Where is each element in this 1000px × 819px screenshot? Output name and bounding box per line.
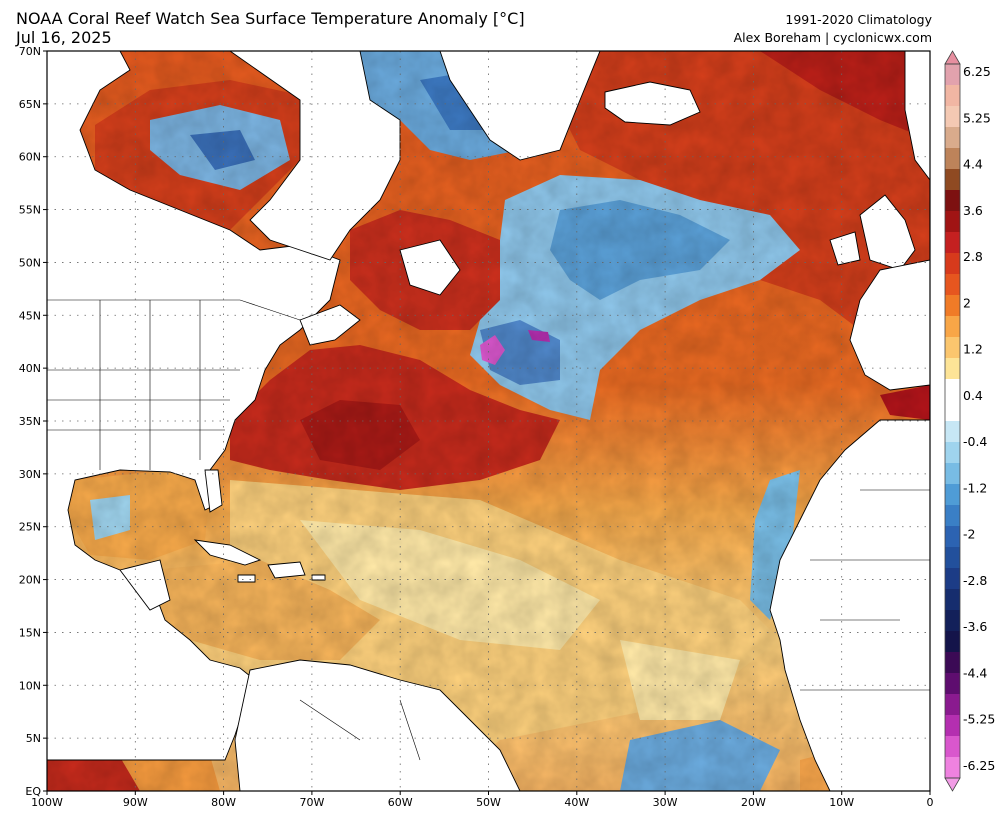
colorbar-swatch — [945, 757, 960, 779]
colorbar-swatch — [945, 148, 960, 170]
colorbar-swatch — [945, 631, 960, 653]
colorbar-label: -2 — [963, 527, 975, 542]
graticule — [47, 51, 930, 791]
colorbar-swatch — [945, 484, 960, 506]
lat-tick-label: 40N — [19, 362, 41, 375]
colorbar-label: 2.8 — [963, 249, 983, 264]
colorbar-label: -6.25 — [963, 758, 995, 773]
colorbar-swatch — [945, 694, 960, 716]
colorbar-swatch — [945, 547, 960, 569]
colorbar-label: 0.4 — [963, 388, 983, 403]
colorbar — [944, 50, 961, 792]
colorbar-swatch — [945, 526, 960, 548]
lon-tick-label: 0 — [927, 796, 934, 809]
colorbar-swatch — [945, 673, 960, 695]
lat-tick-label: 65N — [19, 98, 41, 111]
colorbar-swatch — [945, 610, 960, 632]
colorbar-swatch — [945, 232, 960, 254]
date-text: Jul 16, 2025 — [16, 28, 112, 47]
colorbar-label: 2 — [963, 295, 971, 310]
colorbar-swatch — [945, 253, 960, 275]
colorbar-max-arrow — [944, 50, 961, 65]
colorbar-swatch — [945, 505, 960, 527]
colorbar-label: -2.8 — [963, 573, 987, 588]
lon-tick-label: 90W — [123, 796, 148, 809]
colorbar-swatch — [945, 190, 960, 212]
lat-tick-label: 30N — [19, 468, 41, 481]
lat-tick-label: 20N — [19, 574, 41, 587]
colorbar-swatch — [945, 85, 960, 107]
colorbar-label: 4.4 — [963, 157, 983, 172]
colorbar-swatch — [945, 337, 960, 359]
lon-tick-label: 40W — [564, 796, 589, 809]
climatology-text: 1991-2020 Climatology — [785, 12, 932, 27]
colorbar-label: -1.2 — [963, 480, 987, 495]
colorbar-swatch — [945, 463, 960, 485]
lat-tick-label: EQ — [25, 785, 41, 798]
colorbar-swatch — [945, 64, 960, 86]
colorbar-label: 1.2 — [963, 342, 983, 357]
title-text: NOAA Coral Reef Watch Sea Surface Temper… — [16, 9, 525, 28]
colorbar-label: 3.6 — [963, 203, 983, 218]
colorbar-swatch — [945, 169, 960, 191]
lat-tick-label: 25N — [19, 521, 41, 534]
colorbar-min-arrow — [944, 777, 961, 792]
lat-tick-label: 35N — [19, 415, 41, 428]
colorbar-label: 5.25 — [963, 110, 991, 125]
lat-tick-label: 10N — [19, 679, 41, 692]
land-masses — [47, 51, 930, 791]
lon-tick-label: 20W — [741, 796, 766, 809]
lon-tick-label: 50W — [476, 796, 501, 809]
lon-tick-label: 80W — [211, 796, 236, 809]
political-borders — [47, 299, 930, 761]
colorbar-swatch — [945, 715, 960, 737]
anomaly-field — [47, 51, 930, 791]
lat-tick-label: 55N — [19, 204, 41, 217]
colorbar-swatch — [945, 736, 960, 758]
lon-tick-label: 60W — [388, 796, 413, 809]
colorbar-swatch — [945, 127, 960, 149]
colorbar-swatch — [945, 295, 960, 317]
colorbar-labels: 6.25 5.25 4.4 3.6 2.8 2 1.2 0.4 -0.4 -1.2 -2 -2.8 -3… — [963, 64, 995, 773]
credit-text: Alex Boreham | cyclonicwx.com — [733, 30, 932, 45]
colorbar-swatch — [945, 358, 960, 380]
lat-tick-label: 70N — [19, 45, 41, 58]
colorbar-label: -0.4 — [963, 434, 987, 449]
lon-tick-label: 100W — [31, 796, 63, 809]
colorbar-swatch — [945, 442, 960, 464]
lat-tick-label: 45N — [19, 309, 41, 322]
colorbar-swatch — [945, 211, 960, 233]
colorbar-label: 6.25 — [963, 64, 991, 79]
colorbar-swatch — [945, 421, 960, 443]
lat-tick-label: 60N — [19, 151, 41, 164]
colorbar-swatch — [945, 568, 960, 590]
lon-tick-label: 30W — [653, 796, 678, 809]
map-title: NOAA Coral Reef Watch Sea Surface Temper… — [16, 9, 525, 47]
lon-tick-label: 10W — [829, 796, 854, 809]
map-credits: 1991-2020 Climatology Alex Boreham | cyc… — [734, 11, 932, 47]
colorbar-swatch — [945, 589, 960, 611]
lat-tick-label: 15N — [19, 626, 41, 639]
colorbar-swatch — [945, 400, 960, 422]
lat-tick-label: 50N — [19, 256, 41, 269]
colorbar-label: -4.4 — [963, 665, 987, 680]
colorbar-swatch — [945, 106, 960, 128]
colorbar-swatch — [945, 274, 960, 296]
latitude-axis: 70N 65N 60N 55N 50N 45N 40N 35N 30N 25N 20N 15N 10N 5… — [19, 45, 47, 798]
colorbar-label: -3.6 — [963, 619, 987, 634]
colorbar-label: -5.25 — [963, 712, 995, 727]
longitude-axis: 100W 90W 80W 70W 60W 50W 40W 30W 20W 10W 0 — [31, 791, 934, 809]
colorbar-swatch — [945, 379, 960, 401]
lat-tick-label: 5N — [26, 732, 41, 745]
colorbar-swatch — [945, 652, 960, 674]
colorbar-swatch — [945, 316, 960, 338]
lon-tick-label: 70W — [299, 796, 324, 809]
